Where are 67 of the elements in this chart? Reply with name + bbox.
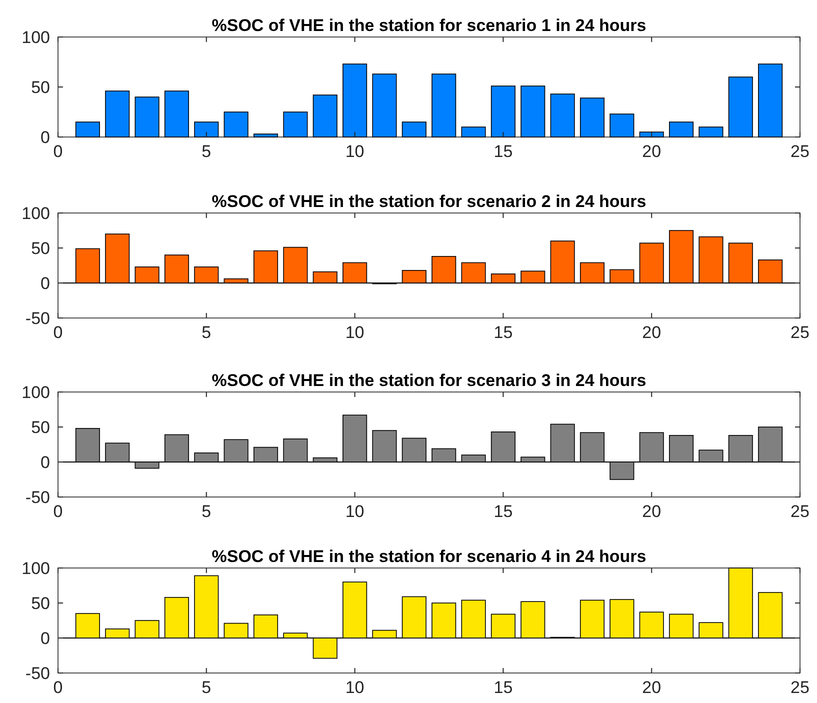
y-tick-label: 50	[31, 594, 50, 613]
x-tick-label: 5	[202, 142, 212, 161]
bar	[224, 112, 248, 138]
bar	[728, 76, 753, 138]
x-tick-label: 0	[53, 323, 63, 342]
bar	[75, 122, 100, 138]
x-tick-label: 10	[345, 323, 364, 342]
bar	[669, 122, 694, 138]
bar	[432, 74, 456, 138]
bar	[461, 126, 486, 138]
y-tick-label: -50	[25, 309, 50, 328]
y-tick-label: 0	[40, 453, 50, 472]
chart-title: %SOC of VHE in the station for scenario 2 in 24 hours	[212, 192, 646, 211]
y-tick-label: 50	[31, 239, 50, 258]
y-tick-label: 0	[40, 274, 50, 293]
bar	[520, 86, 546, 138]
bar	[639, 132, 664, 138]
x-tick-label: 20	[642, 678, 662, 697]
y-tick-label: 100	[22, 28, 50, 47]
y-tick-label: 50	[31, 418, 50, 437]
x-tick-label: 15	[494, 142, 513, 161]
x-tick-label: 15	[494, 678, 513, 697]
bar	[342, 64, 368, 138]
y-tick-label: 100	[22, 559, 50, 578]
bar	[402, 122, 426, 138]
bar	[105, 90, 130, 138]
x-tick-label: 20	[642, 502, 662, 521]
x-tick-label: 25	[790, 142, 810, 161]
x-tick-label: 25	[790, 678, 810, 697]
bar	[550, 94, 575, 138]
bar	[758, 64, 783, 138]
y-tick-label: -50	[25, 488, 50, 507]
chart-title: %SOC of VHE in the station for scenario 4 in 24 hours	[212, 547, 646, 566]
x-tick-label: 0	[53, 142, 63, 161]
bar	[194, 122, 219, 138]
x-tick-label: 15	[494, 323, 513, 342]
x-tick-label: 25	[790, 502, 810, 521]
bar	[164, 90, 189, 138]
bar	[610, 114, 634, 138]
bar	[698, 126, 724, 138]
bar	[580, 98, 605, 138]
x-tick-label: 20	[642, 142, 662, 161]
y-tick-label: 0	[40, 629, 50, 648]
x-tick-label: 0	[53, 502, 63, 521]
x-tick-label: 15	[494, 502, 513, 521]
bar	[490, 86, 516, 138]
x-tick-label: 5	[202, 678, 212, 697]
x-tick-label: 0	[53, 678, 63, 697]
x-tick-label: 5	[202, 502, 212, 521]
bar	[253, 134, 278, 138]
x-tick-label: 25	[790, 323, 810, 342]
y-tick-label: -50	[25, 664, 50, 683]
y-tick-label: 100	[22, 204, 50, 223]
x-tick-label: 5	[202, 323, 212, 342]
bar	[372, 74, 397, 138]
y-tick-label: 100	[22, 383, 50, 402]
chart-title: %SOC of VHE in the station for scenario 1 in 24 hours	[212, 16, 646, 35]
chart-title: %SOC of VHE in the station for scenario 3 in 24 hours	[212, 371, 646, 390]
x-tick-label: 10	[345, 142, 364, 161]
x-tick-label: 10	[345, 502, 364, 521]
bar	[312, 94, 338, 138]
x-tick-label: 10	[345, 678, 364, 697]
bar	[283, 112, 308, 138]
bar	[134, 96, 160, 138]
x-tick-label: 20	[642, 323, 662, 342]
y-tick-label: 0	[40, 128, 50, 147]
y-tick-label: 50	[31, 78, 50, 97]
